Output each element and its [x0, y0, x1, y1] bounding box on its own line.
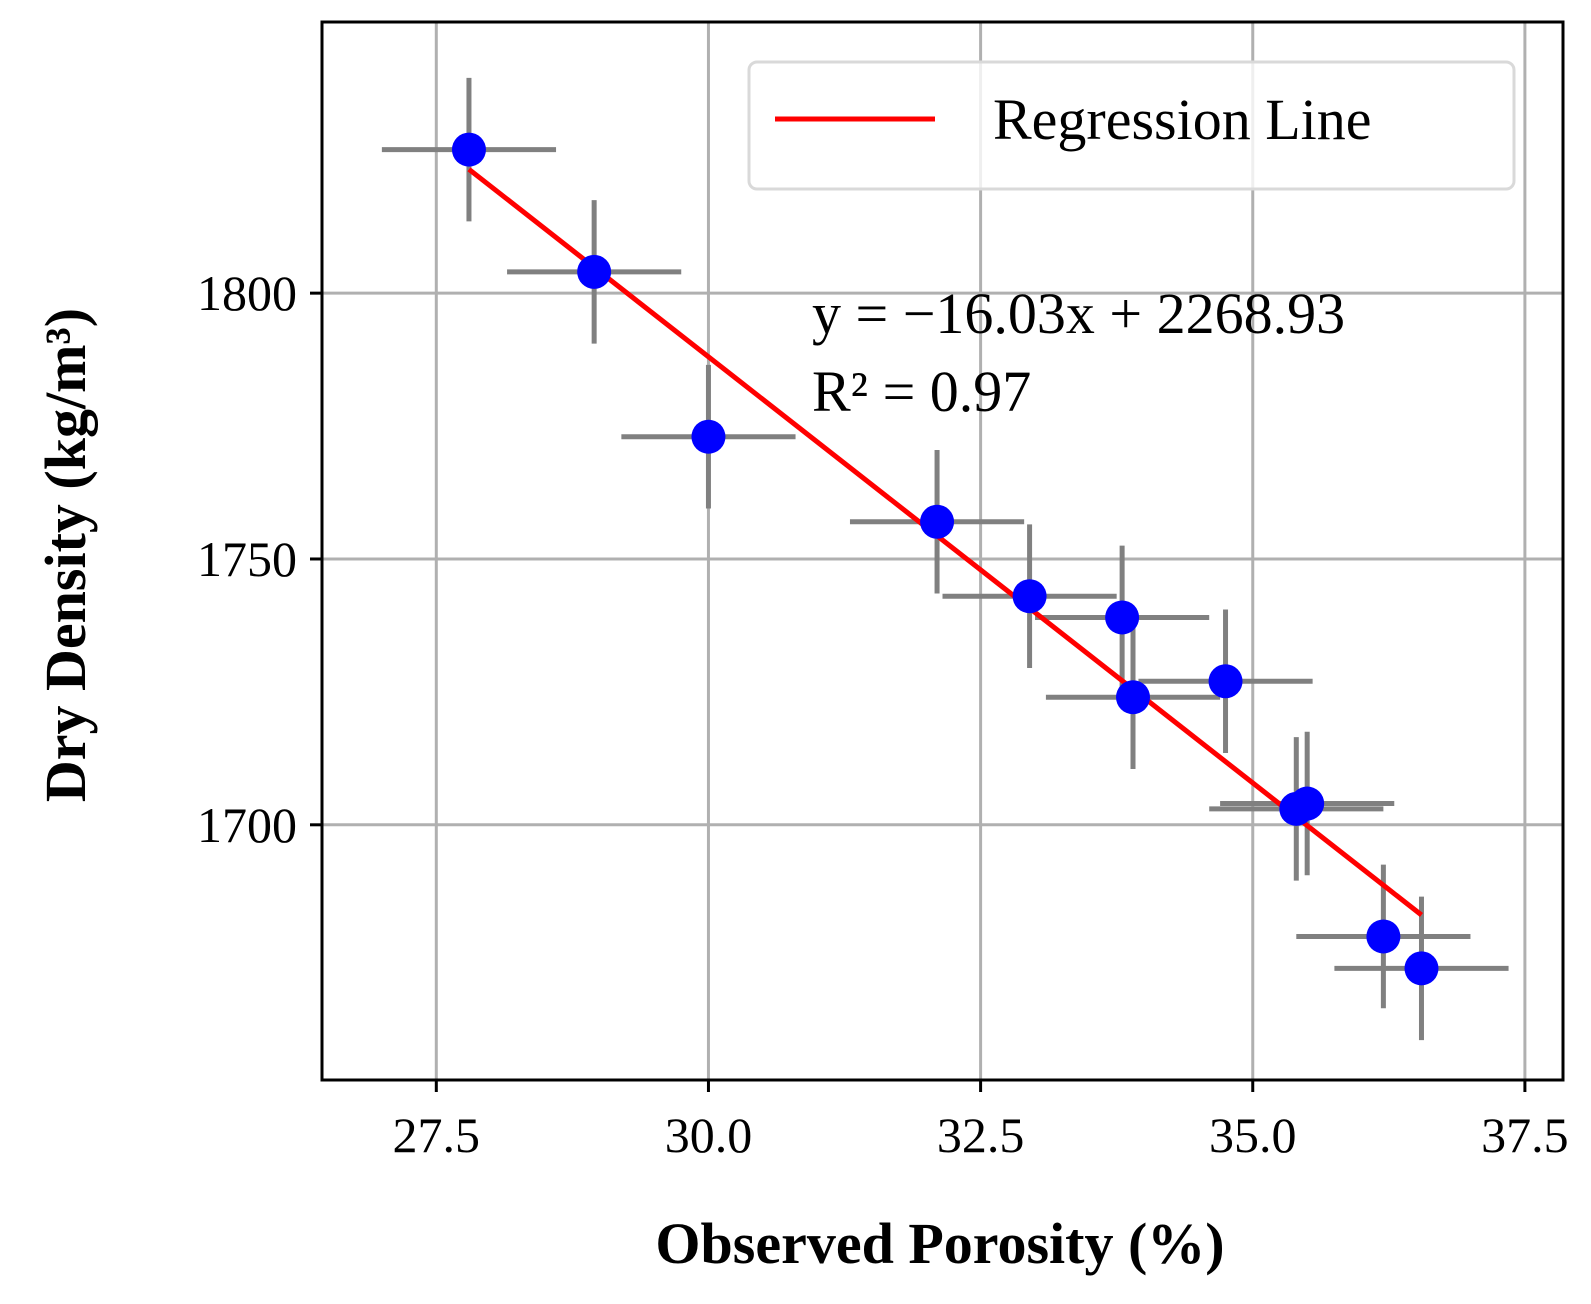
- annotation: y = −16.03x + 2268.93 R² = 0.97: [812, 281, 1345, 424]
- x-tick-label: 37.5: [1481, 1107, 1569, 1163]
- legend-label-regression: Regression Line: [993, 87, 1372, 152]
- regression-layer: [467, 167, 1424, 917]
- x-tick-label: 32.5: [937, 1107, 1025, 1163]
- tick-layer: 27.5 30.0 32.5 35.0 37.5 1700 1750 1800: [197, 265, 1569, 1163]
- grid-layer: [322, 22, 1563, 1080]
- data-point: [1105, 600, 1140, 635]
- data-point: [1012, 579, 1047, 614]
- data-point: [451, 132, 486, 167]
- y-tick-label: 1750: [197, 531, 297, 587]
- legend: Regression Line: [747, 60, 1516, 191]
- data-point-layer: [451, 132, 1439, 986]
- data-point: [1366, 919, 1401, 954]
- x-tick-label: 27.5: [393, 1107, 481, 1163]
- data-point: [1404, 951, 1439, 986]
- x-tick-label: 30.0: [665, 1107, 753, 1163]
- y-tick-label: 1800: [197, 265, 297, 321]
- data-point: [577, 254, 612, 289]
- data-point: [920, 504, 955, 539]
- data-point: [1116, 680, 1151, 715]
- data-point: [1208, 664, 1243, 699]
- axes-frame: [320, 20, 1565, 1082]
- x-tick-label: 35.0: [1209, 1107, 1297, 1163]
- y-tick-label: 1700: [197, 797, 297, 853]
- regression-line: [467, 167, 1424, 917]
- regression-equation: y = −16.03x + 2268.93: [812, 281, 1345, 346]
- data-point: [691, 419, 726, 454]
- legend-box: [747, 60, 1516, 191]
- x-axis-title: Observed Porosity (%): [655, 1211, 1224, 1276]
- data-point: [1290, 786, 1325, 821]
- y-axis-title: Dry Density (kg/m³): [33, 308, 98, 802]
- r-squared-label: R² = 0.97: [812, 359, 1031, 424]
- axes-frame-layer: [320, 20, 1565, 1082]
